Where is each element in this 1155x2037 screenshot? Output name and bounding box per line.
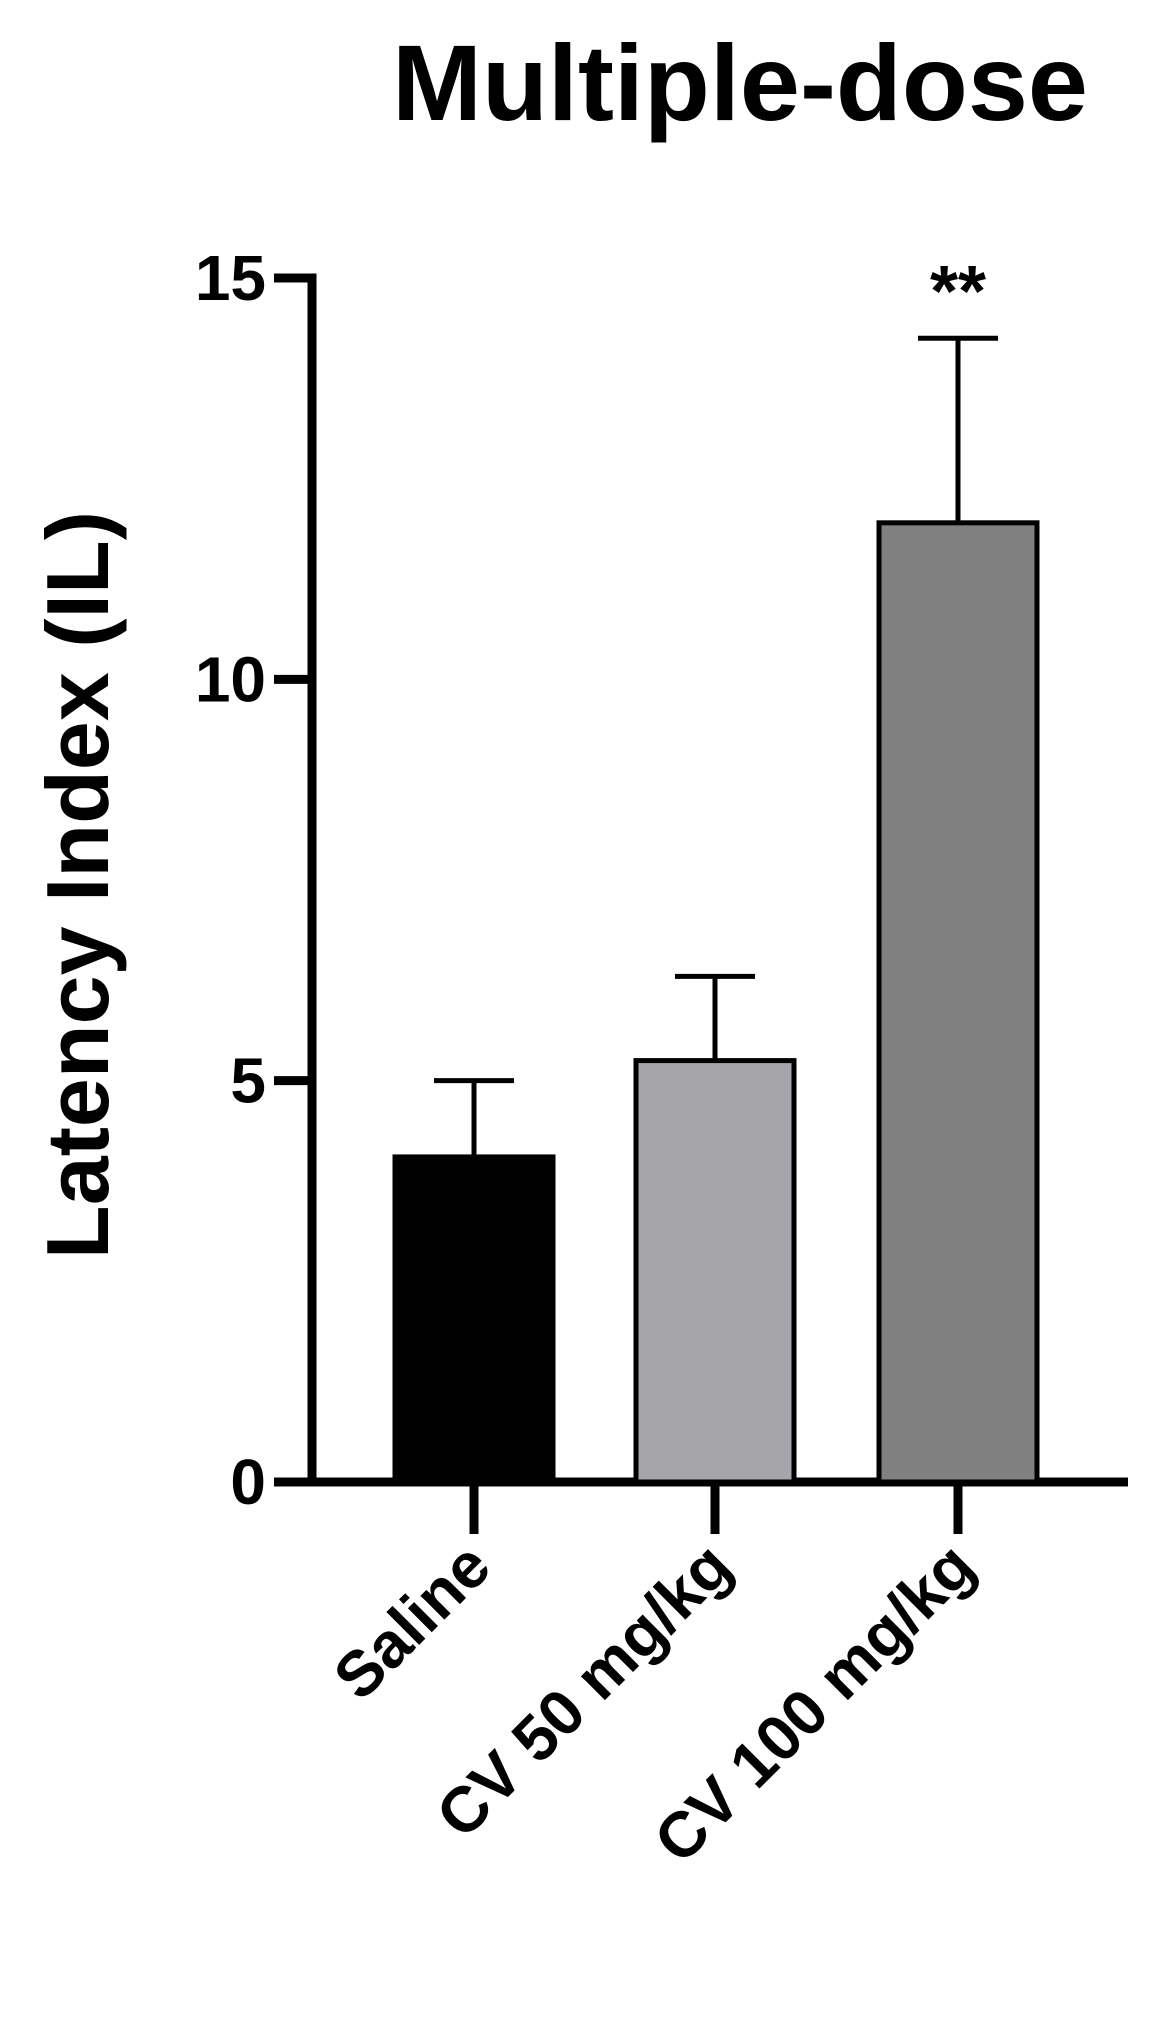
x-tick-label: Saline [320,1529,504,1713]
bar [392,1154,556,1485]
y-tick-label: 15 [195,242,266,314]
chart-title: Multiple-dose [392,22,1088,143]
y-tick-label: 5 [230,1045,266,1117]
bar [633,1058,797,1485]
significance-label: ** [930,252,986,332]
y-tick-label: 10 [195,643,266,715]
y-axis-label: Latency Index (IL) [28,511,127,1259]
bar [876,520,1040,1485]
y-tick-label: 0 [230,1446,266,1518]
